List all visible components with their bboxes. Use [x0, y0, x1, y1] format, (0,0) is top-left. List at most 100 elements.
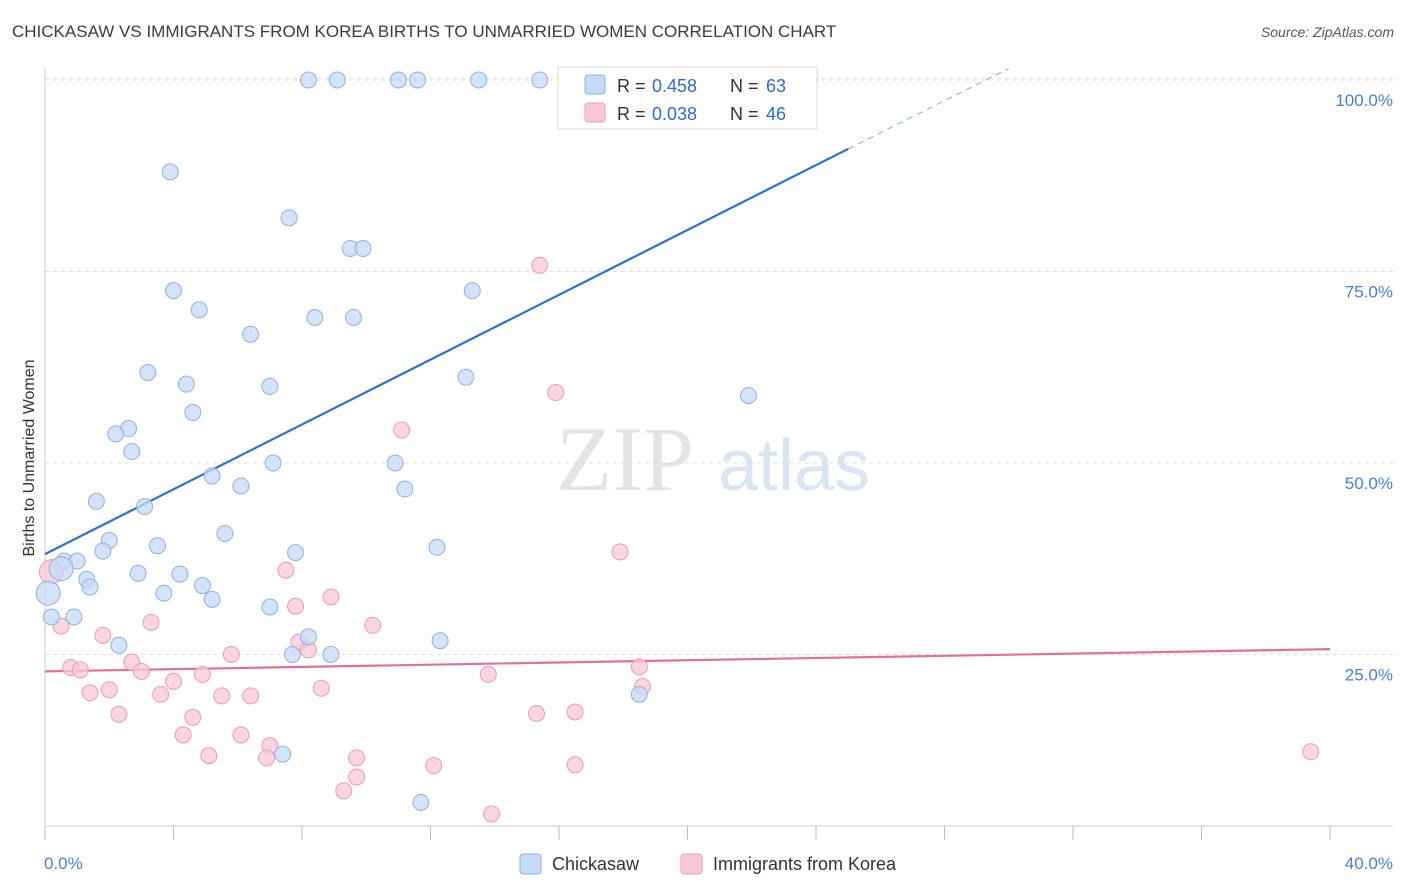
point-chickasaw-17: [463, 282, 481, 300]
point-chickasaw-15: [306, 308, 324, 326]
point-chickasaw-38: [428, 538, 446, 556]
point-korea-10: [364, 616, 382, 634]
point-korea-7: [287, 597, 305, 615]
point-korea-34: [174, 726, 192, 744]
point-korea-3: [611, 543, 629, 561]
legend-swatch-korea: [584, 102, 606, 123]
legend-r-value-2: 0.038: [652, 104, 697, 124]
point-chickasaw-10: [280, 209, 298, 227]
bottom-legend: Chickasaw Immigrants from Korea: [519, 853, 897, 875]
point-chickasaw-19: [139, 364, 157, 382]
point-chickasaw-37: [148, 537, 166, 555]
legend-r-label-1: R =: [617, 76, 646, 96]
point-chickasaw-20: [177, 375, 195, 393]
point-korea-32: [528, 704, 546, 722]
point-chickasaw-61: [274, 745, 292, 763]
point-korea-0: [531, 256, 549, 274]
point-chickasaw-40: [287, 544, 305, 562]
x-tick-label-min: 0.0%: [44, 854, 83, 873]
point-chickasaw-60: [630, 685, 648, 703]
point-chickasaw-50: [155, 584, 173, 602]
point-korea-38: [348, 749, 366, 767]
legend-swatch-chickasaw: [584, 74, 606, 95]
point-korea-41: [425, 757, 443, 775]
point-korea-21: [630, 658, 648, 676]
point-korea-11: [94, 626, 112, 644]
point-chickasaw-39: [94, 542, 112, 560]
x-tick-label-max: 40.0%: [1345, 854, 1393, 873]
trend-lines: [44, 68, 1331, 673]
point-chickasaw-59: [322, 646, 340, 663]
point-korea-23: [100, 681, 118, 699]
point-chickasaw-18: [242, 325, 260, 343]
bottom-legend-label-korea: Immigrants from Korea: [713, 854, 897, 874]
point-chickasaw-32: [396, 480, 414, 498]
watermark-zip: ZIP: [556, 408, 694, 510]
point-chickasaw-43: [48, 556, 74, 582]
point-korea-45: [483, 805, 501, 823]
point-chickasaw-53: [42, 608, 60, 626]
point-korea-26: [81, 684, 99, 702]
point-korea-27: [152, 685, 170, 703]
point-chickasaw-2: [389, 71, 407, 89]
point-korea-43: [348, 768, 366, 786]
point-chickasaw-14: [190, 301, 208, 319]
point-korea-28: [213, 687, 231, 705]
point-chickasaw-5: [531, 71, 549, 89]
point-chickasaw-33: [87, 492, 105, 510]
point-chickasaw-56: [431, 632, 449, 650]
point-chickasaw-1: [328, 71, 346, 89]
point-chickasaw-51: [203, 590, 221, 608]
point-korea-22: [165, 672, 182, 690]
point-korea-6: [322, 588, 340, 606]
point-korea-2: [393, 421, 411, 439]
point-chickasaw-29: [386, 454, 404, 472]
point-chickasaw-55: [299, 628, 317, 646]
legend-n-value-2: 46: [766, 104, 786, 124]
point-korea-30: [110, 705, 128, 723]
point-chickasaw-45: [171, 565, 189, 583]
point-korea-31: [184, 708, 202, 726]
point-chickasaw-16: [344, 308, 362, 326]
point-chickasaw-0: [299, 71, 317, 89]
point-korea-14: [222, 646, 240, 663]
point-korea-20: [479, 665, 497, 683]
point-korea-37: [258, 749, 276, 767]
point-chickasaw-26: [107, 425, 125, 443]
legend-r-value-1: 0.458: [652, 76, 697, 96]
chart-title: CHICKASAW VS IMMIGRANTS FROM KOREA BIRTH…: [12, 22, 837, 41]
point-chickasaw-3: [409, 71, 427, 89]
bottom-legend-label-chickasaw: Chickasaw: [552, 854, 640, 874]
legend-n-label-2: N =: [730, 104, 759, 124]
point-chickasaw-44: [129, 564, 147, 582]
source-label: Source: ZipAtlas.com: [1260, 24, 1394, 40]
point-chickasaw-34: [136, 498, 154, 516]
data-points: [35, 71, 1320, 823]
point-chickasaw-57: [110, 636, 128, 654]
point-chickasaw-4: [470, 71, 488, 89]
trendline-chickasaw: [44, 147, 849, 556]
point-korea-18: [132, 662, 150, 680]
y-tick-label-25: 25.0%: [1345, 666, 1393, 685]
point-korea-17: [71, 661, 89, 679]
point-chickasaw-21: [261, 377, 279, 395]
point-chickasaw-54: [65, 608, 83, 626]
point-chickasaw-48: [193, 577, 211, 595]
point-chickasaw-62: [412, 793, 430, 811]
bottom-legend-swatch-korea: [680, 853, 703, 875]
point-korea-42: [566, 756, 584, 774]
point-chickasaw-31: [232, 477, 250, 495]
axes: [44, 68, 1393, 840]
trendline-korea: [44, 648, 1331, 673]
grid-lines: [45, 77, 1393, 655]
bottom-legend-swatch-chickasaw: [519, 853, 542, 875]
point-korea-19: [193, 665, 211, 683]
point-chickasaw-30: [203, 467, 221, 485]
stats-legend: R = 0.458 N = 63 R = 0.038 N = 46: [557, 66, 818, 130]
point-korea-33: [566, 703, 584, 721]
point-korea-1: [547, 384, 565, 402]
point-chickasaw-49: [35, 580, 61, 606]
point-chickasaw-9: [161, 163, 179, 181]
point-chickasaw-24: [184, 403, 202, 421]
